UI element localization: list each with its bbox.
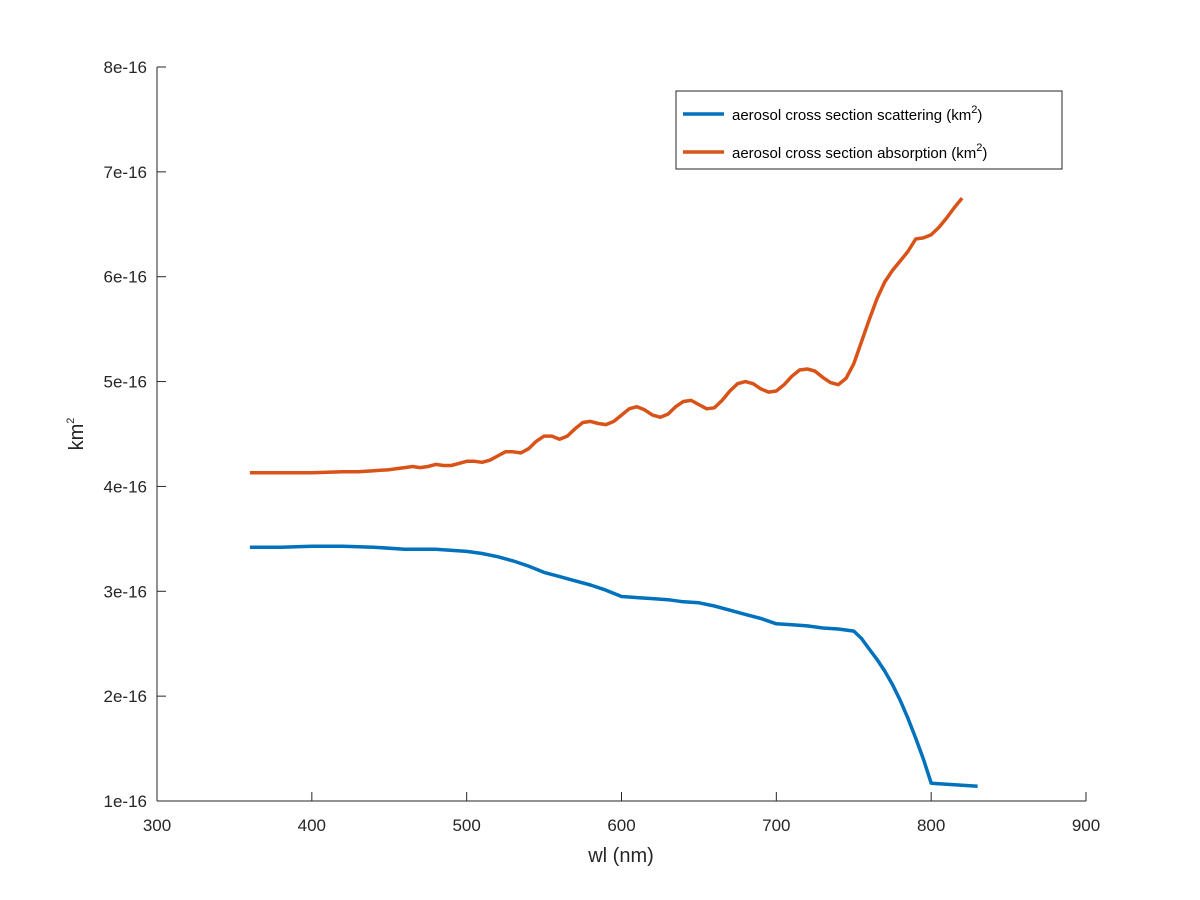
legend: aerosol cross section scattering (km2) a… xyxy=(675,90,1063,170)
x-ticks: 300 400 500 600 700 800 900 xyxy=(143,792,1100,835)
y-tick-label: 3e-16 xyxy=(104,582,147,601)
y-tick-label: 2e-16 xyxy=(104,687,147,706)
y-axis-title-sup: 2 xyxy=(65,418,77,424)
x-tick-label: 900 xyxy=(1072,816,1100,835)
legend-box xyxy=(675,90,1063,170)
legend-label-absorption-name: aerosol cross section absorption xyxy=(732,145,947,162)
x-tick-label: 300 xyxy=(143,816,171,835)
legend-label-absorption: aerosol cross section absorption (km2) xyxy=(732,142,987,162)
y-tick-label: 7e-16 xyxy=(104,163,147,182)
legend-label-scattering-close-paren: ) xyxy=(977,107,982,124)
legend-label-absorption-open-paren: ( xyxy=(947,145,956,162)
y-tick-label: 8e-16 xyxy=(104,58,147,77)
x-tick-label: 700 xyxy=(762,816,790,835)
y-tick-label: 4e-16 xyxy=(104,477,147,496)
series-layer xyxy=(249,196,978,789)
y-tick-label: 1e-16 xyxy=(104,792,147,811)
x-axis-title: wl (nm) xyxy=(587,845,654,867)
legend-label-absorption-unit: km xyxy=(956,145,976,162)
x-tick-label: 800 xyxy=(917,816,945,835)
x-tick-label: 600 xyxy=(607,816,635,835)
y-ticks: 1e-16 2e-16 3e-16 4e-16 5e-16 6e-16 7e-16 8e-16 xyxy=(104,58,166,811)
legend-label-scattering-unit: km xyxy=(951,107,971,124)
legend-label-scattering-name: aerosol cross section scattering xyxy=(732,107,942,124)
y-tick-label: 6e-16 xyxy=(104,268,147,287)
y-axis-title: km2 xyxy=(65,418,88,451)
y-tick-label: 5e-16 xyxy=(104,373,147,392)
x-tick-label: 500 xyxy=(452,816,480,835)
series-line-absorption xyxy=(249,196,964,475)
y-axis-title-base: km xyxy=(66,424,88,451)
legend-label-scattering: aerosol cross section scattering (km2) xyxy=(732,104,982,124)
legend-label-absorption-close-paren: ) xyxy=(982,145,987,162)
x-tick-label: 400 xyxy=(298,816,326,835)
legend-label-scattering-unit-sup: 2 xyxy=(971,104,977,116)
series-line-scattering xyxy=(249,544,978,789)
legend-label-scattering-open-paren: ( xyxy=(942,107,951,124)
legend-label-absorption-unit-sup: 2 xyxy=(976,142,982,154)
